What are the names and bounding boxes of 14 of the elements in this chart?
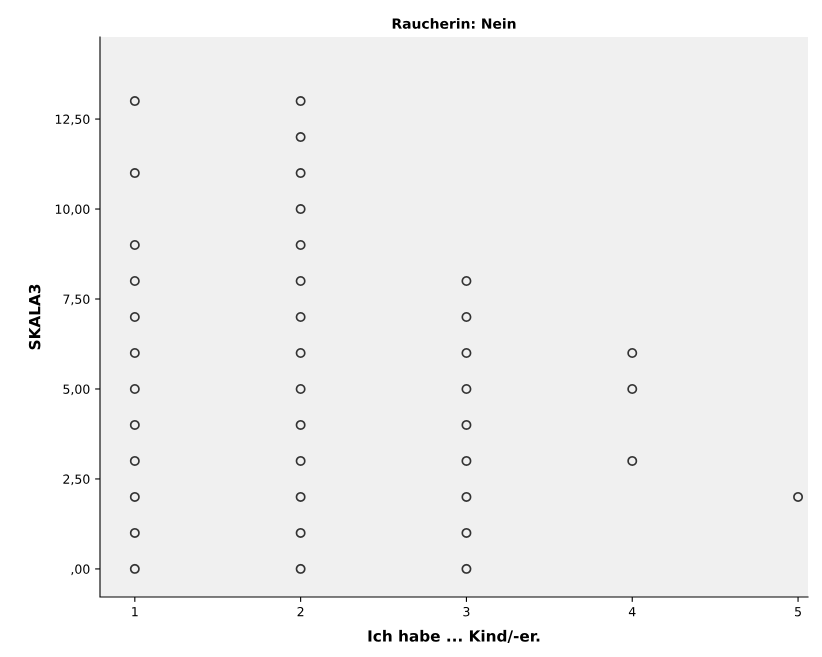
x-tick-label: 1 <box>132 607 138 616</box>
x-tick-label: 4 <box>628 607 636 616</box>
y-tick-label: ,00 <box>71 564 90 576</box>
x-axis-title: Ich habe ... Kind/-er. <box>368 630 540 643</box>
x-tick-label: 3 <box>463 606 470 616</box>
x-tick-label: 5 <box>795 607 801 616</box>
y-axis-title: SKALA3 <box>28 284 40 350</box>
y-tick-label: 7,50 <box>63 294 90 306</box>
y-tick-label: 10,00 <box>56 204 90 216</box>
x-tick-label: 2 <box>298 606 304 616</box>
y-tick-label: 12,50 <box>56 114 90 126</box>
y-tick-label: 5,00 <box>63 384 90 396</box>
y-tick-label: 2,50 <box>63 474 90 486</box>
chart-title: Raucherin: Nein <box>392 18 516 29</box>
